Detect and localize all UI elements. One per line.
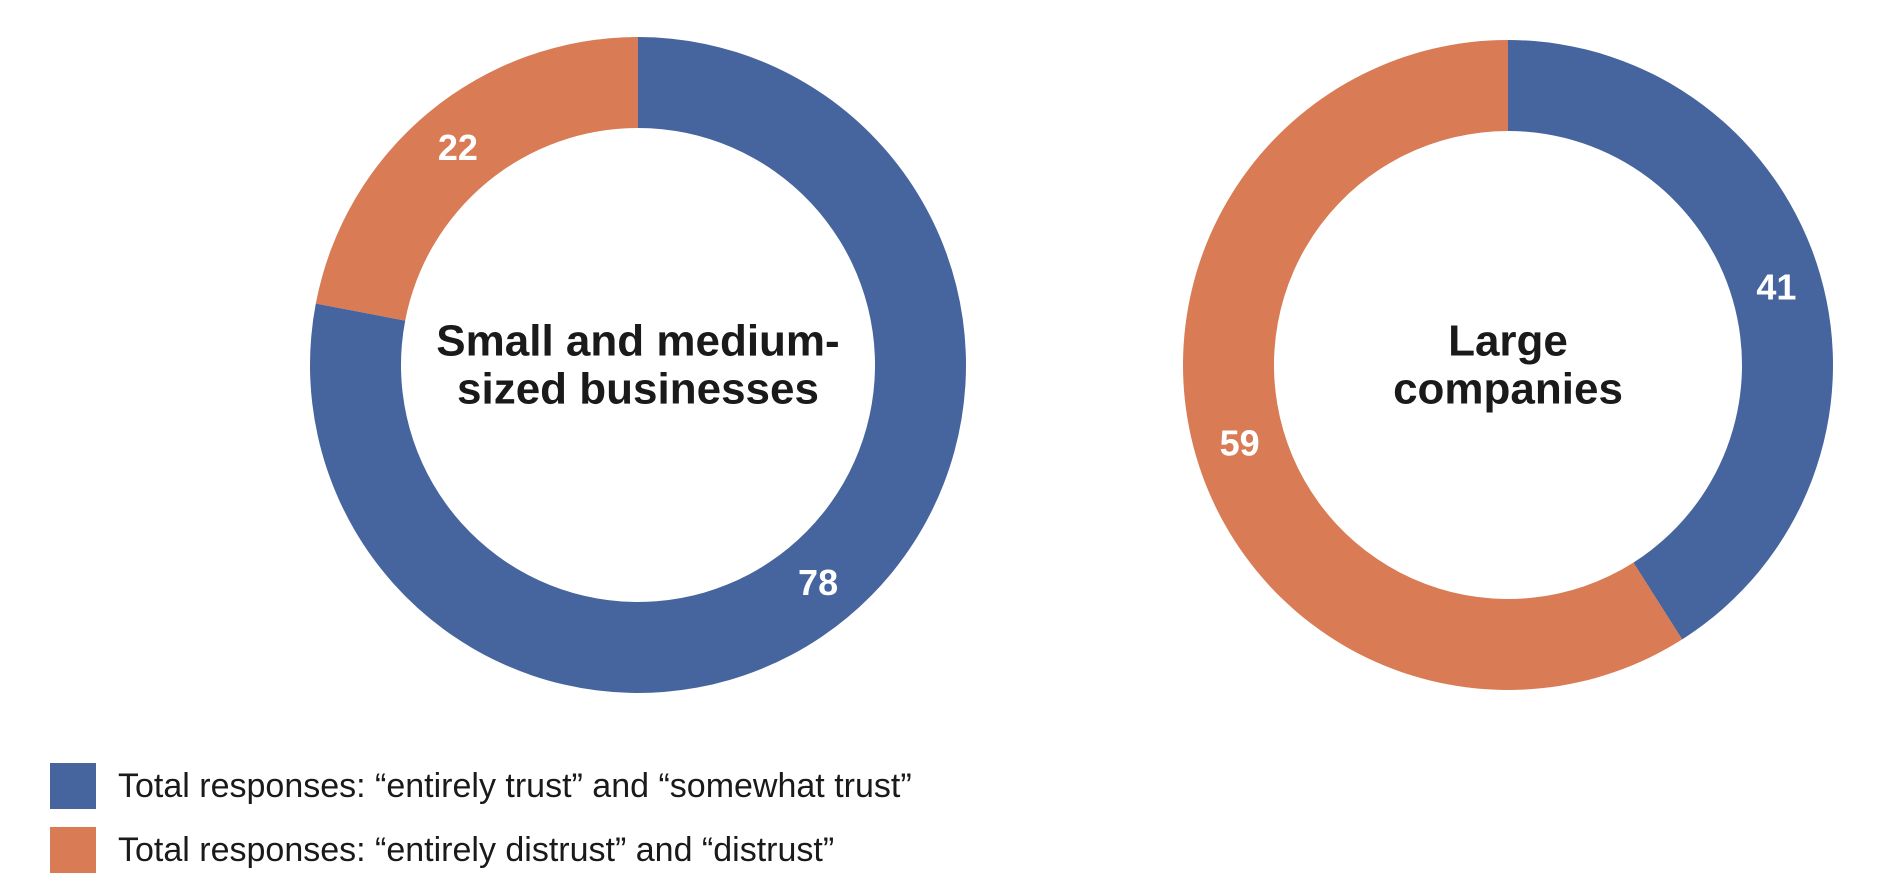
legend-swatch-trust	[50, 763, 96, 809]
slice-label-distrust: 22	[438, 127, 478, 168]
legend-item-distrust: Total responses: “entirely distrust” and…	[50, 826, 912, 874]
slice-label-trust: 41	[1756, 267, 1796, 308]
donut-center-title-line: companies	[1393, 365, 1623, 414]
donut-small-medium-businesses: 78 22 Small and medium-sized businesses	[310, 37, 966, 693]
donut-center-title-line: Small and medium-	[436, 317, 839, 366]
slice-distrust	[1183, 40, 1683, 690]
slice-distrust	[315, 37, 638, 321]
legend-label-trust: Total responses: “entirely trust” and “s…	[118, 766, 912, 805]
donut-center-title-line: sized businesses	[457, 365, 819, 414]
donut-center-title-line: Large	[1448, 317, 1568, 366]
slice-label-trust: 78	[798, 562, 838, 603]
legend-swatch-distrust	[50, 827, 96, 873]
slice-trust	[1508, 40, 1833, 640]
legend-item-trust: Total responses: “entirely trust” and “s…	[50, 762, 912, 810]
legend-label-distrust: Total responses: “entirely distrust” and…	[118, 830, 835, 869]
slice-label-distrust: 59	[1220, 422, 1260, 463]
legend: Total responses: “entirely trust” and “s…	[50, 762, 912, 890]
